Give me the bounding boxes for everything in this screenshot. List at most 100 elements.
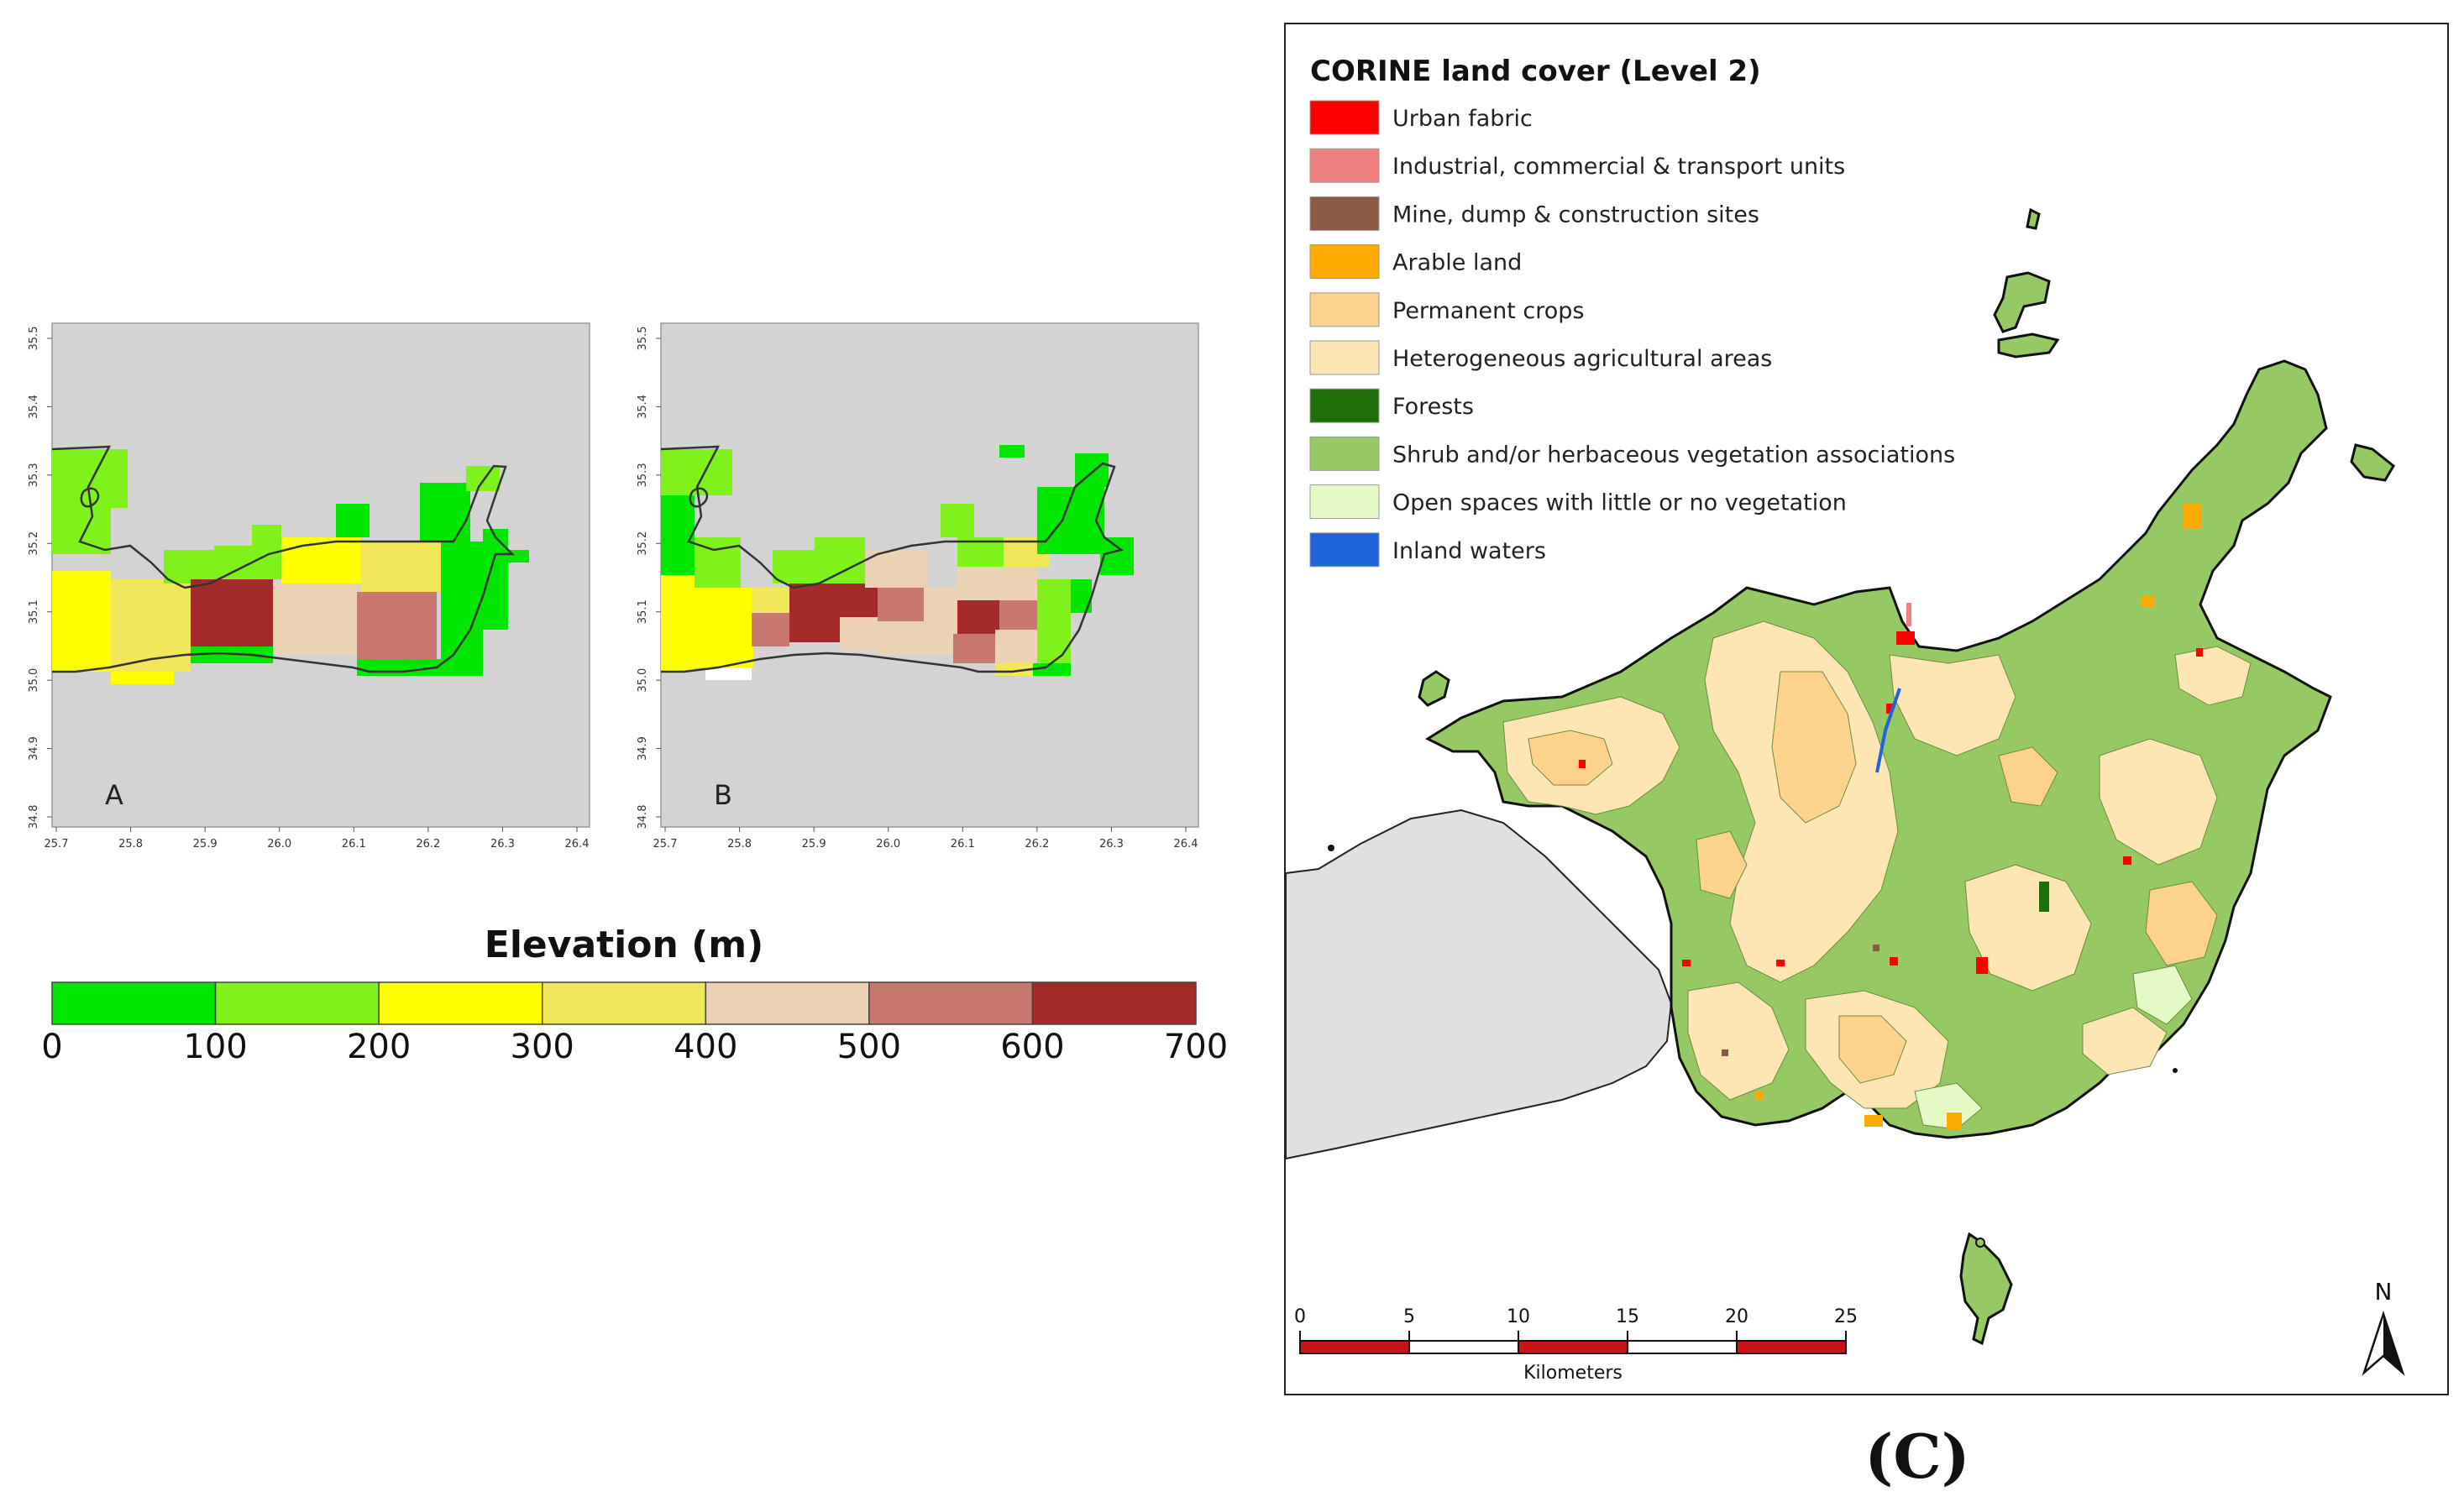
panel-a-x-tick-label: 26.1 xyxy=(342,838,366,850)
north-label: N xyxy=(2375,1278,2393,1306)
panel-a-y-tick-label: 35.3 xyxy=(28,463,40,487)
panel-a-y-tick-label: 35.1 xyxy=(28,599,40,624)
panel-b-map: B 25.7 25.8 25.9 26.0 26.1 26.2 26.3 26.4 34.8 34… xyxy=(637,322,1199,850)
panel-b-y-tick-label: 35.2 xyxy=(637,531,649,556)
legend-label: Shrub and/or herbaceous vegetation assoc… xyxy=(1392,442,1955,468)
panel-a-x-tick-label: 26.3 xyxy=(490,838,515,850)
scale-bar-tick-label: 25 xyxy=(1834,1306,1858,1327)
scale-bar-segment xyxy=(1518,1340,1628,1354)
elevation-bin-swatch xyxy=(868,981,1034,1025)
legend-label: Permanent crops xyxy=(1392,298,1585,324)
scale-bar-segment xyxy=(1627,1340,1738,1354)
legend-swatch xyxy=(1309,244,1380,280)
scale-bar: 0 5 10 15 20 25 xyxy=(1294,1306,1858,1354)
panel-a-x-tick-label: 26.4 xyxy=(565,838,590,850)
panel-b-x-tick-label: 25.8 xyxy=(727,838,752,850)
panel-b-coastline xyxy=(661,445,1124,673)
north-arrow: N xyxy=(2362,1278,2405,1376)
legend-label: Industrial, commercial & transport units xyxy=(1392,154,1845,180)
panel-a-elevation-cells xyxy=(52,449,529,684)
panel-a-x-tick-label: 25.9 xyxy=(193,838,218,850)
panel-a-y-tick-label: 34.8 xyxy=(28,805,40,830)
scale-bar-tick-label: 5 xyxy=(1403,1306,1415,1327)
panel-caption: (C) xyxy=(1864,1421,1969,1492)
panel-b-y-tick-label: 34.8 xyxy=(637,805,649,830)
elevation-tick-label: 500 xyxy=(837,1028,901,1066)
legend-swatch xyxy=(1309,148,1380,183)
small-islands xyxy=(1328,207,2395,1346)
legend-swatch xyxy=(1309,196,1380,231)
elevation-bin-swatch xyxy=(214,981,380,1025)
panel-b-y-tick-label: 35.1 xyxy=(637,599,649,624)
panel-a-y-tick-label: 35.4 xyxy=(28,395,40,419)
elevation-colorbar: 0 100 200 300 400 500 600 700 xyxy=(41,981,1228,1066)
panel-a-x-tick-label: 26.2 xyxy=(416,838,440,850)
panel-b-y-tick-label: 35.4 xyxy=(637,395,649,419)
panel-b-x-tick-label: 25.9 xyxy=(802,838,826,850)
panel-a-axis-ticks: 25.7 25.8 25.9 26.0 26.1 26.2 26.3 26.4 34.8 34.9… xyxy=(28,327,589,850)
elevation-bin-swatch xyxy=(541,981,707,1025)
panel-b-x-tick-label: 26.4 xyxy=(1174,838,1198,850)
elevation-tick-label: 0 xyxy=(41,1028,62,1066)
panel-b-x-tick-label: 26.1 xyxy=(951,838,975,850)
panel-b-axis-ticks: 25.7 25.8 25.9 26.0 26.1 26.2 26.3 26.4 34.8 34.9… xyxy=(637,327,1198,850)
elevation-bin-swatch xyxy=(378,981,543,1025)
legend-label: Forests xyxy=(1392,394,1474,420)
panel-b-y-tick-label: 34.9 xyxy=(637,736,649,761)
elevation-bin-swatch xyxy=(1031,981,1197,1025)
elevation-tick-label: 600 xyxy=(1000,1028,1064,1066)
panel-b-x-tick-label: 26.2 xyxy=(1025,838,1049,850)
elevation-legend-title: Elevation (m) xyxy=(485,924,763,966)
legend-swatch xyxy=(1309,340,1380,375)
corine-legend: Urban fabric Industrial, commercial & tra… xyxy=(1309,100,1955,568)
elevation-tick-label: 700 xyxy=(1164,1028,1228,1066)
scale-bar-segment xyxy=(1299,1340,1410,1354)
legend-swatch xyxy=(1309,100,1380,135)
panel-a-x-tick-label: 25.7 xyxy=(45,838,69,850)
panel-a-map: A 25.7 25.8 25.9 26.0 26.1 26.2 26.3 26.4 34.8 34… xyxy=(28,322,590,850)
legend-label: Mine, dump & construction sites xyxy=(1392,201,1759,228)
corine-legend-title: CORINE land cover (Level 2) xyxy=(1310,55,1761,88)
elevation-bin-swatch xyxy=(51,981,217,1025)
panel-a-y-tick-label: 35.5 xyxy=(28,327,40,351)
panel-a-label: A xyxy=(105,779,123,811)
panel-a-y-tick-label: 35.0 xyxy=(28,668,40,693)
legend-swatch xyxy=(1309,484,1380,520)
elevation-bin-swatch xyxy=(705,981,870,1025)
legend-swatch xyxy=(1309,388,1380,423)
panel-c-corine-map: CORINE land cover (Level 2) Urban fabric… xyxy=(1284,23,2449,1395)
panel-b-y-tick-label: 35.0 xyxy=(637,668,649,693)
land-cover-small-features xyxy=(1579,504,2203,1129)
legend-swatch xyxy=(1309,436,1380,471)
legend-swatch xyxy=(1309,292,1380,327)
elevation-tick-label: 200 xyxy=(347,1028,411,1066)
scale-bar-unit: Kilometers xyxy=(1523,1363,1623,1384)
legend-label: Open spaces with little or no vegetation xyxy=(1392,490,1847,516)
panel-b-y-tick-label: 35.5 xyxy=(637,327,649,351)
scale-bar-tick-label: 0 xyxy=(1294,1306,1306,1327)
panel-b-x-tick-label: 26.0 xyxy=(876,838,900,850)
panel-a-y-tick-label: 34.9 xyxy=(28,736,40,761)
panel-b-x-tick-label: 25.7 xyxy=(653,838,678,850)
legend-swatch xyxy=(1309,532,1380,568)
legend-label: Inland waters xyxy=(1392,538,1546,564)
scale-bar-segment xyxy=(1736,1340,1847,1354)
panel-b-y-tick-label: 35.3 xyxy=(637,463,649,487)
scale-bar-tick-label: 10 xyxy=(1507,1306,1530,1327)
elevation-tick-label: 400 xyxy=(674,1028,737,1066)
elevation-legend: Elevation (m) 0 100 200 300 400 500 600 700 xyxy=(41,924,1228,1066)
legend-label: Arable land xyxy=(1392,250,1522,276)
panel-a-y-tick-label: 35.2 xyxy=(28,531,40,556)
panel-b-x-tick-label: 26.3 xyxy=(1099,838,1124,850)
panel-a-x-tick-label: 26.0 xyxy=(267,838,291,850)
scale-bar-segment xyxy=(1408,1340,1519,1354)
legend-label: Heterogeneous agricultural areas xyxy=(1392,346,1772,372)
panel-b-label: B xyxy=(714,779,732,811)
elevation-tick-label: 100 xyxy=(183,1028,247,1066)
scale-bar-tick-label: 20 xyxy=(1725,1306,1748,1327)
legend-label: Urban fabric xyxy=(1392,106,1533,132)
panel-a-coastline xyxy=(52,445,516,673)
land-cover-patches xyxy=(1502,620,2252,1130)
panel-a-x-tick-label: 25.8 xyxy=(118,838,143,850)
